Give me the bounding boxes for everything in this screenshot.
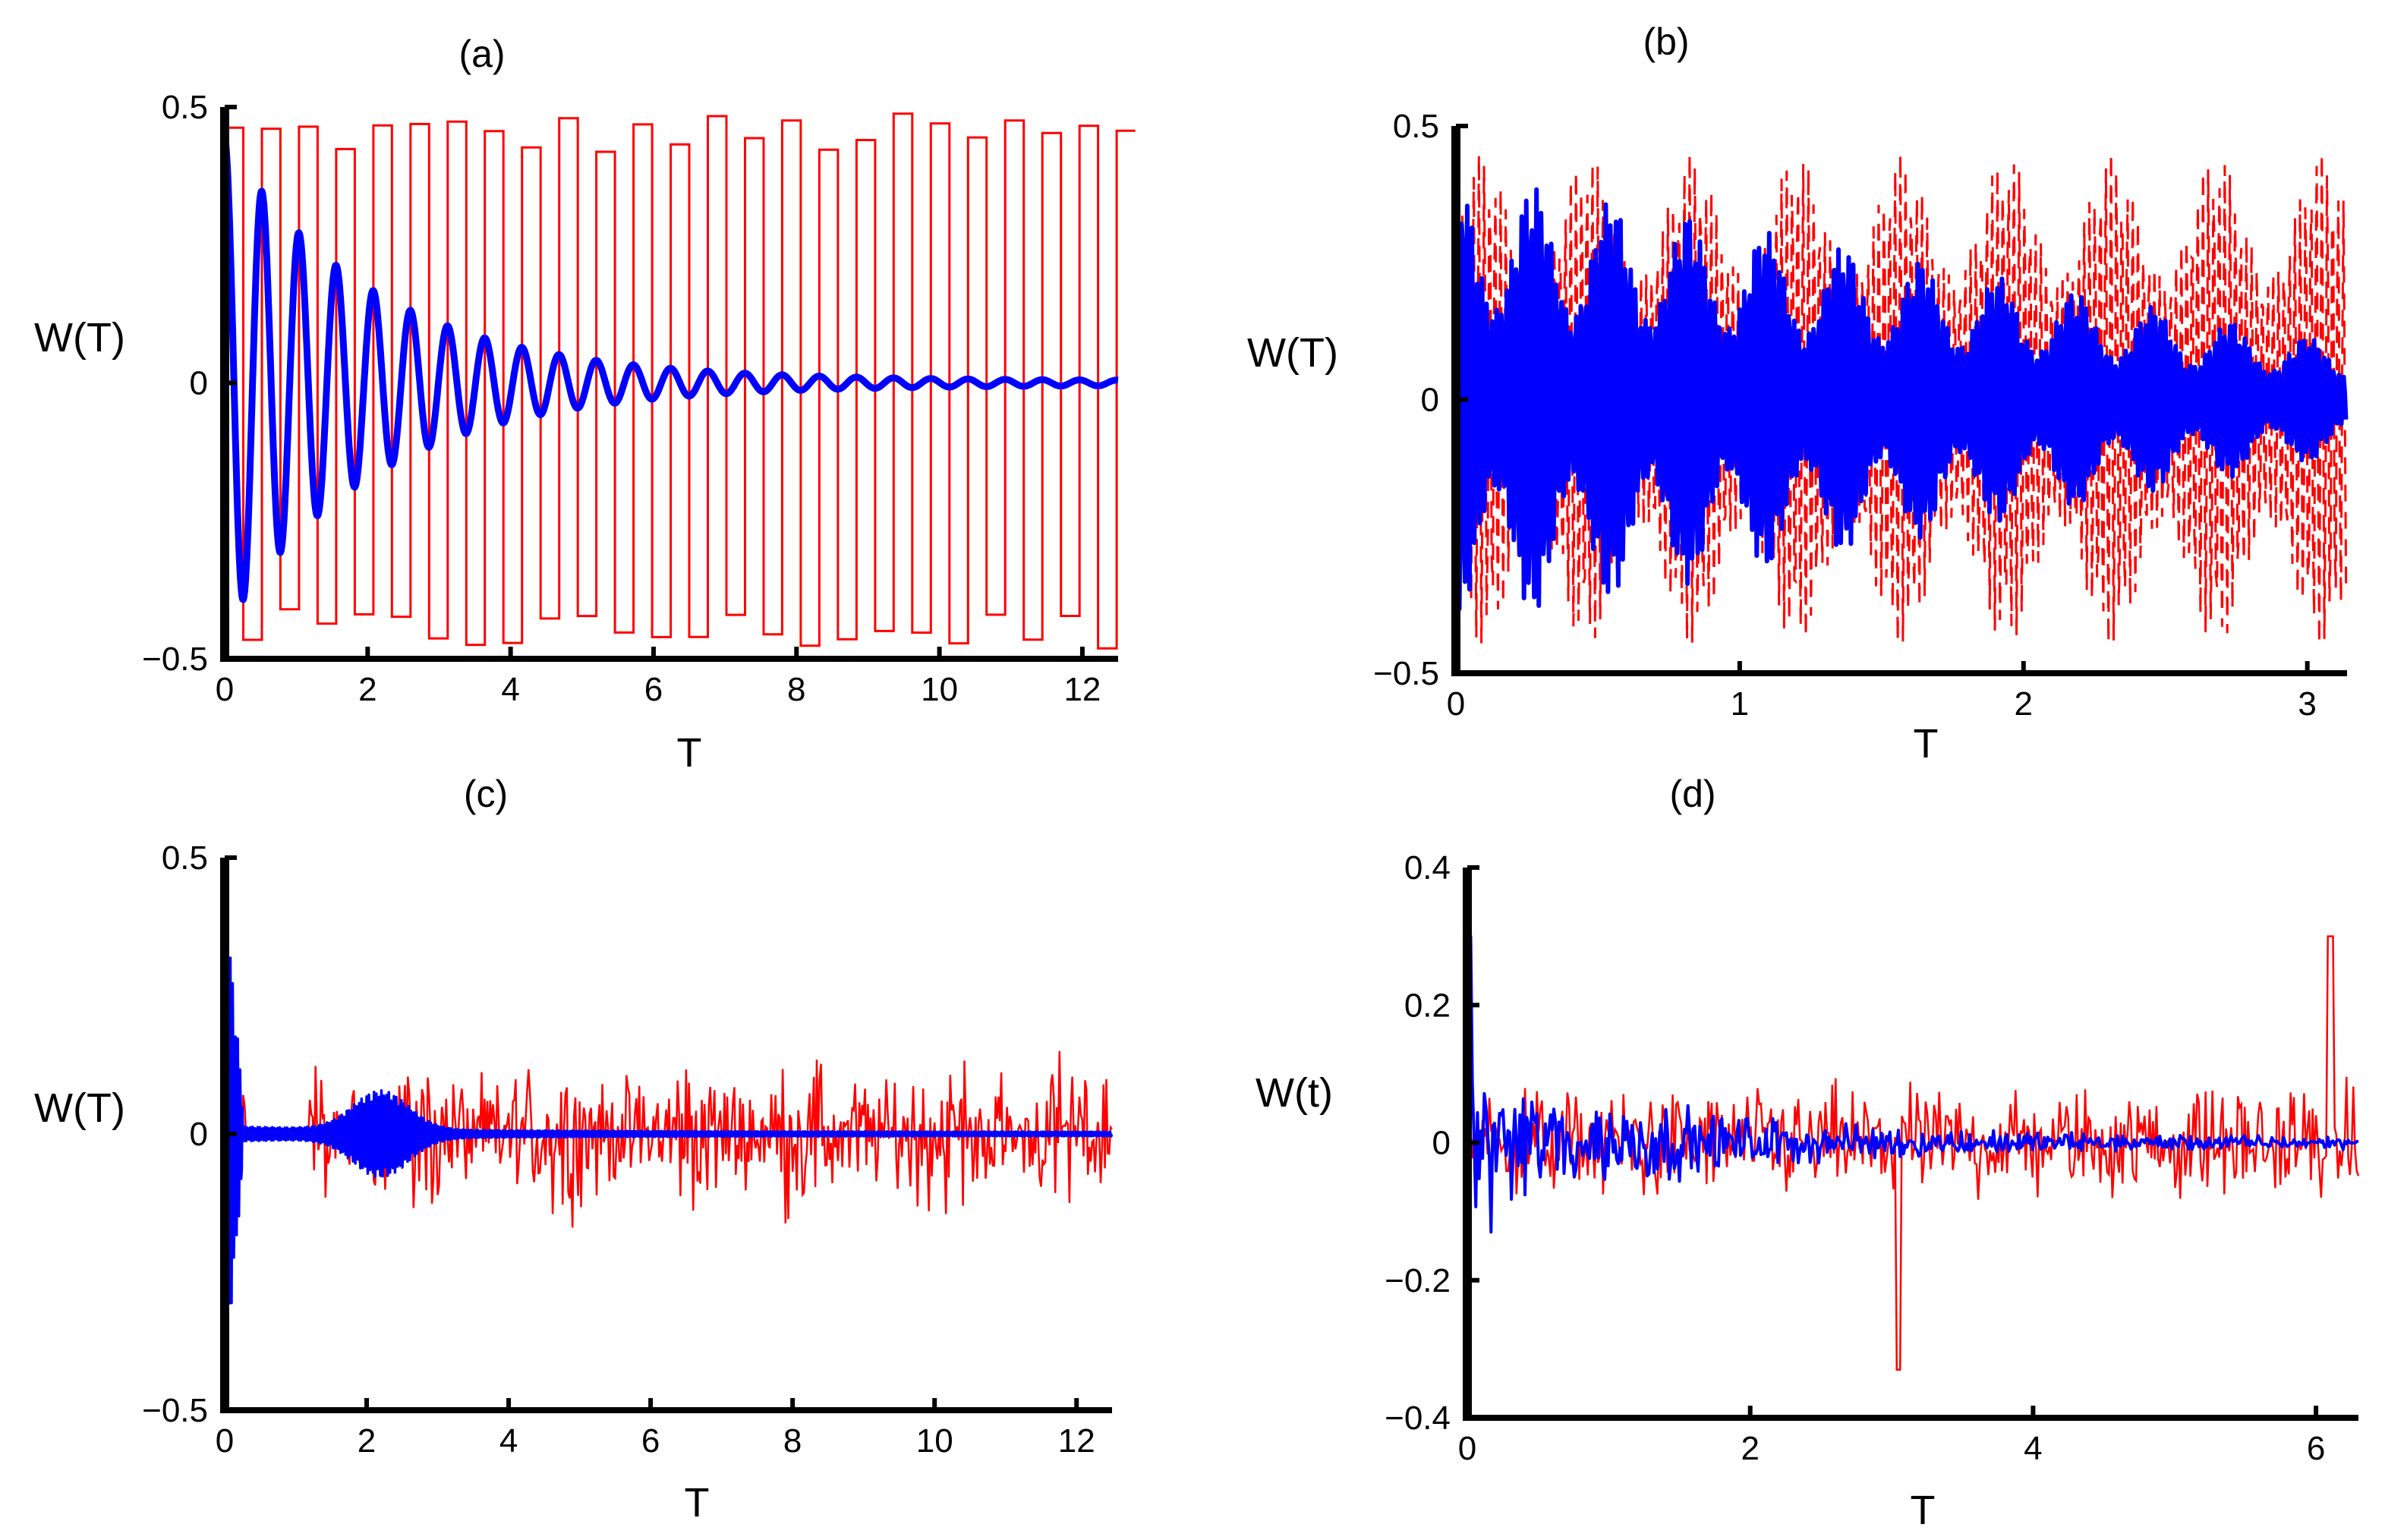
panel-d-ytick-label: −0.2 [1385, 1262, 1451, 1299]
panel-d-xlabel: T [1911, 1488, 1936, 1533]
panel-d-ytick-label: 0.2 [1404, 987, 1451, 1024]
panel-b-xtick-label: 3 [2298, 685, 2316, 723]
panel-a-xtick-label: 10 [921, 671, 958, 708]
panel-a-xtick-label: 4 [501, 671, 519, 708]
panel-b-series-blue [1454, 169, 2349, 612]
panel-c-xtick-label: 10 [916, 1422, 953, 1460]
panel-a-xtick-label: 12 [1063, 671, 1101, 708]
panel-b-title: (b) [1643, 20, 1689, 63]
panel-a-xlabel: T [677, 730, 702, 776]
panel-c: (c) W(T) T 0 2 4 6 8 10 12−0.500.5 [34, 773, 1114, 1526]
panel-a-xtick-label: 2 [358, 671, 376, 708]
panel-c-ytick-label: 0.5 [162, 839, 208, 877]
panel-c-ytick-label: −0.5 [142, 1392, 208, 1429]
panel-a-xtick-label: 0 [216, 671, 234, 708]
panel-a-ytick-label: 0 [190, 365, 208, 402]
panel-d-ytick-label: −0.4 [1385, 1400, 1451, 1437]
panel-a-xtick-label: 8 [787, 671, 805, 708]
panel-d-series-blue [1467, 934, 2359, 1234]
panel-a-series-red [225, 112, 1136, 650]
panel-a-ylabel: W(T) [34, 315, 125, 361]
panel-a-series-blue [221, 137, 1121, 603]
panel-c-title: (c) [464, 773, 508, 815]
panel-c-xtick-label: 2 [358, 1422, 376, 1460]
panel-d-title: (d) [1669, 773, 1715, 815]
panel-c-series-blue [223, 893, 1114, 1347]
panel-a: (a) W(T) T 0 2 4 6 8 10 12−0.500.5 [34, 33, 1136, 776]
panel-a-ytick-label: 0.5 [162, 89, 208, 126]
panel-d-xtick-label: 2 [1741, 1430, 1759, 1467]
panel-c-ylabel: W(T) [34, 1085, 125, 1131]
panel-c-plot: 0 2 4 6 8 10 12−0.500.5 [142, 839, 1114, 1460]
panel-a-title: (a) [458, 33, 505, 75]
panel-c-xtick-label: 4 [499, 1422, 518, 1460]
panel-b-ytick-label: −0.5 [1373, 655, 1439, 692]
panel-c-xtick-label: 12 [1058, 1422, 1095, 1460]
panel-c-xtick-label: 8 [783, 1422, 802, 1460]
panel-c-xlabel: T [685, 1480, 710, 1526]
panel-d-xtick-label: 4 [2024, 1430, 2042, 1467]
panel-d-xtick-label: 6 [2307, 1430, 2325, 1467]
panel-d-ytick-label: 0.4 [1404, 849, 1451, 887]
panel-a-plot: 0 2 4 6 8 10 12−0.500.5 [142, 89, 1136, 708]
panel-d-ylabel: W(t) [1256, 1070, 1333, 1116]
panel-b-ylabel: W(T) [1247, 330, 1338, 376]
panel-b-plot: 0 1 2 3−0.500.5 [1373, 108, 2349, 723]
panel-d-plot: 0 2 4 6 −0.4 −0.2 0 0.2 0.4 [1385, 849, 2360, 1467]
panel-b-xtick-label: 2 [2015, 685, 2033, 723]
panel-c-xtick-label: 6 [641, 1422, 660, 1460]
panel-d-xtick-label: 0 [1458, 1430, 1476, 1467]
panel-d: (d) W(t) T 0 2 4 6 −0.4 −0.2 0 0.2 0.4 [1256, 773, 2360, 1533]
panel-c-xtick-label: 0 [216, 1422, 234, 1460]
panel-d-ytick-label: 0 [1432, 1125, 1451, 1162]
panel-a-ytick-label: −0.5 [142, 641, 208, 678]
panel-b-xtick-label: 1 [1731, 685, 1749, 723]
panel-c-ytick-label: 0 [190, 1116, 208, 1153]
panel-b-ytick-label: 0 [1421, 382, 1439, 419]
panel-b-ytick-label: 0.5 [1393, 108, 1439, 145]
panel-b-xtick-label: 0 [1447, 685, 1465, 723]
panel-b: (b) W(T) T 0 1 2 3−0.500.5 [1247, 20, 2349, 767]
panel-a-xtick-label: 6 [644, 671, 663, 708]
panel-b-xlabel: T [1914, 721, 1939, 767]
